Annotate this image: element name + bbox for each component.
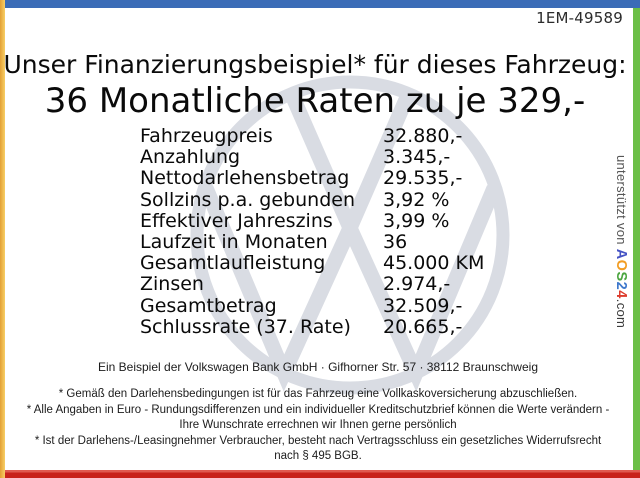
row-value: 32.509,- — [383, 294, 463, 317]
side-credit: unterstützt von AOS24.com — [613, 155, 629, 355]
aos24-letter: O — [613, 259, 629, 272]
row-label: Sollzins p.a. gebunden — [140, 188, 355, 211]
aos24-logo: AOS24 — [613, 249, 629, 299]
row-value: 32.880,- — [383, 125, 463, 147]
row-value: 36 — [383, 230, 408, 253]
monthly-rate-headline: 36 Monatliche Raten zu je 329,- — [44, 81, 586, 121]
row-label: Schlussrate (37. Rate) — [140, 315, 351, 338]
table-row: Zinsen 2.974,- — [140, 274, 610, 295]
aos24-letter: 4 — [613, 290, 629, 299]
row-label: Zinsen — [140, 273, 204, 296]
intro-line: Unser Finanzierungsbeispiel* für dieses … — [3, 50, 627, 79]
finance-table: Fahrzeugpreis 32.880,- Anzahlung 3.345,-… — [140, 125, 610, 338]
row-value: 3,99 % — [383, 209, 450, 232]
table-row: Nettodarlehensbetrag 29.535,- — [140, 168, 610, 189]
row-label: Laufzeit in Monaten — [140, 230, 328, 253]
row-label: Anzahlung — [140, 146, 241, 169]
side-credit-prefix: unterstützt von — [614, 155, 629, 249]
footnote-vollkasko: * Gemäß den Darlehensbedingungen ist für… — [58, 388, 578, 400]
table-row: Gesamtbetrag 32.509,- — [140, 294, 610, 317]
table-row: Gesamtlaufleistung 45.000 KM — [140, 252, 610, 275]
side-credit-suffix: .com — [614, 298, 629, 329]
table-row: Anzahlung 3.345,- — [140, 146, 610, 169]
row-value: 20.665,- — [383, 315, 463, 338]
aos24-letter: S — [613, 271, 629, 282]
footnote-angaben-euro: * Alle Angaben in Euro - Rundungsdiffere… — [26, 404, 610, 431]
footnote-widerrufsrecht: * Ist der Darlehens-/Leasingnehmer Verbr… — [34, 435, 602, 462]
top-border-bar — [5, 0, 640, 8]
row-label: Nettodarlehensbetrag — [140, 167, 350, 190]
row-value: 29.535,- — [383, 167, 463, 190]
row-label: Gesamtlaufleistung — [140, 252, 326, 275]
row-value: 3,92 % — [383, 188, 450, 211]
row-label: Gesamtbetrag — [140, 294, 277, 317]
vehicle-ref-code: 1EM-49589 — [536, 9, 623, 27]
row-value: 45.000 KM — [383, 252, 485, 275]
aos24-letter: A — [613, 248, 629, 260]
row-value: 2.974,- — [383, 273, 451, 296]
row-label: Effektiver Jahreszins — [140, 209, 333, 232]
row-label: Fahrzeugpreis — [140, 125, 273, 147]
table-row: Sollzins p.a. gebunden 3,92 % — [140, 188, 610, 211]
vw-logo-watermark — [190, 75, 510, 395]
table-row: Laufzeit in Monaten 36 — [140, 230, 610, 253]
table-row: Schlussrate (37. Rate) 20.665,- — [140, 315, 610, 338]
bottom-border-bar — [5, 470, 640, 478]
bank-address-line: Ein Beispiel der Volkswagen Bank GmbH · … — [97, 360, 538, 374]
aos24-letter: 2 — [613, 281, 629, 291]
table-row: Fahrzeugpreis 32.880,- — [140, 125, 610, 147]
right-border-bar — [633, 8, 640, 470]
table-row: Effektiver Jahreszins 3,99 % — [140, 209, 610, 232]
left-border-bar — [0, 0, 5, 478]
row-value: 3.345,- — [383, 146, 451, 169]
